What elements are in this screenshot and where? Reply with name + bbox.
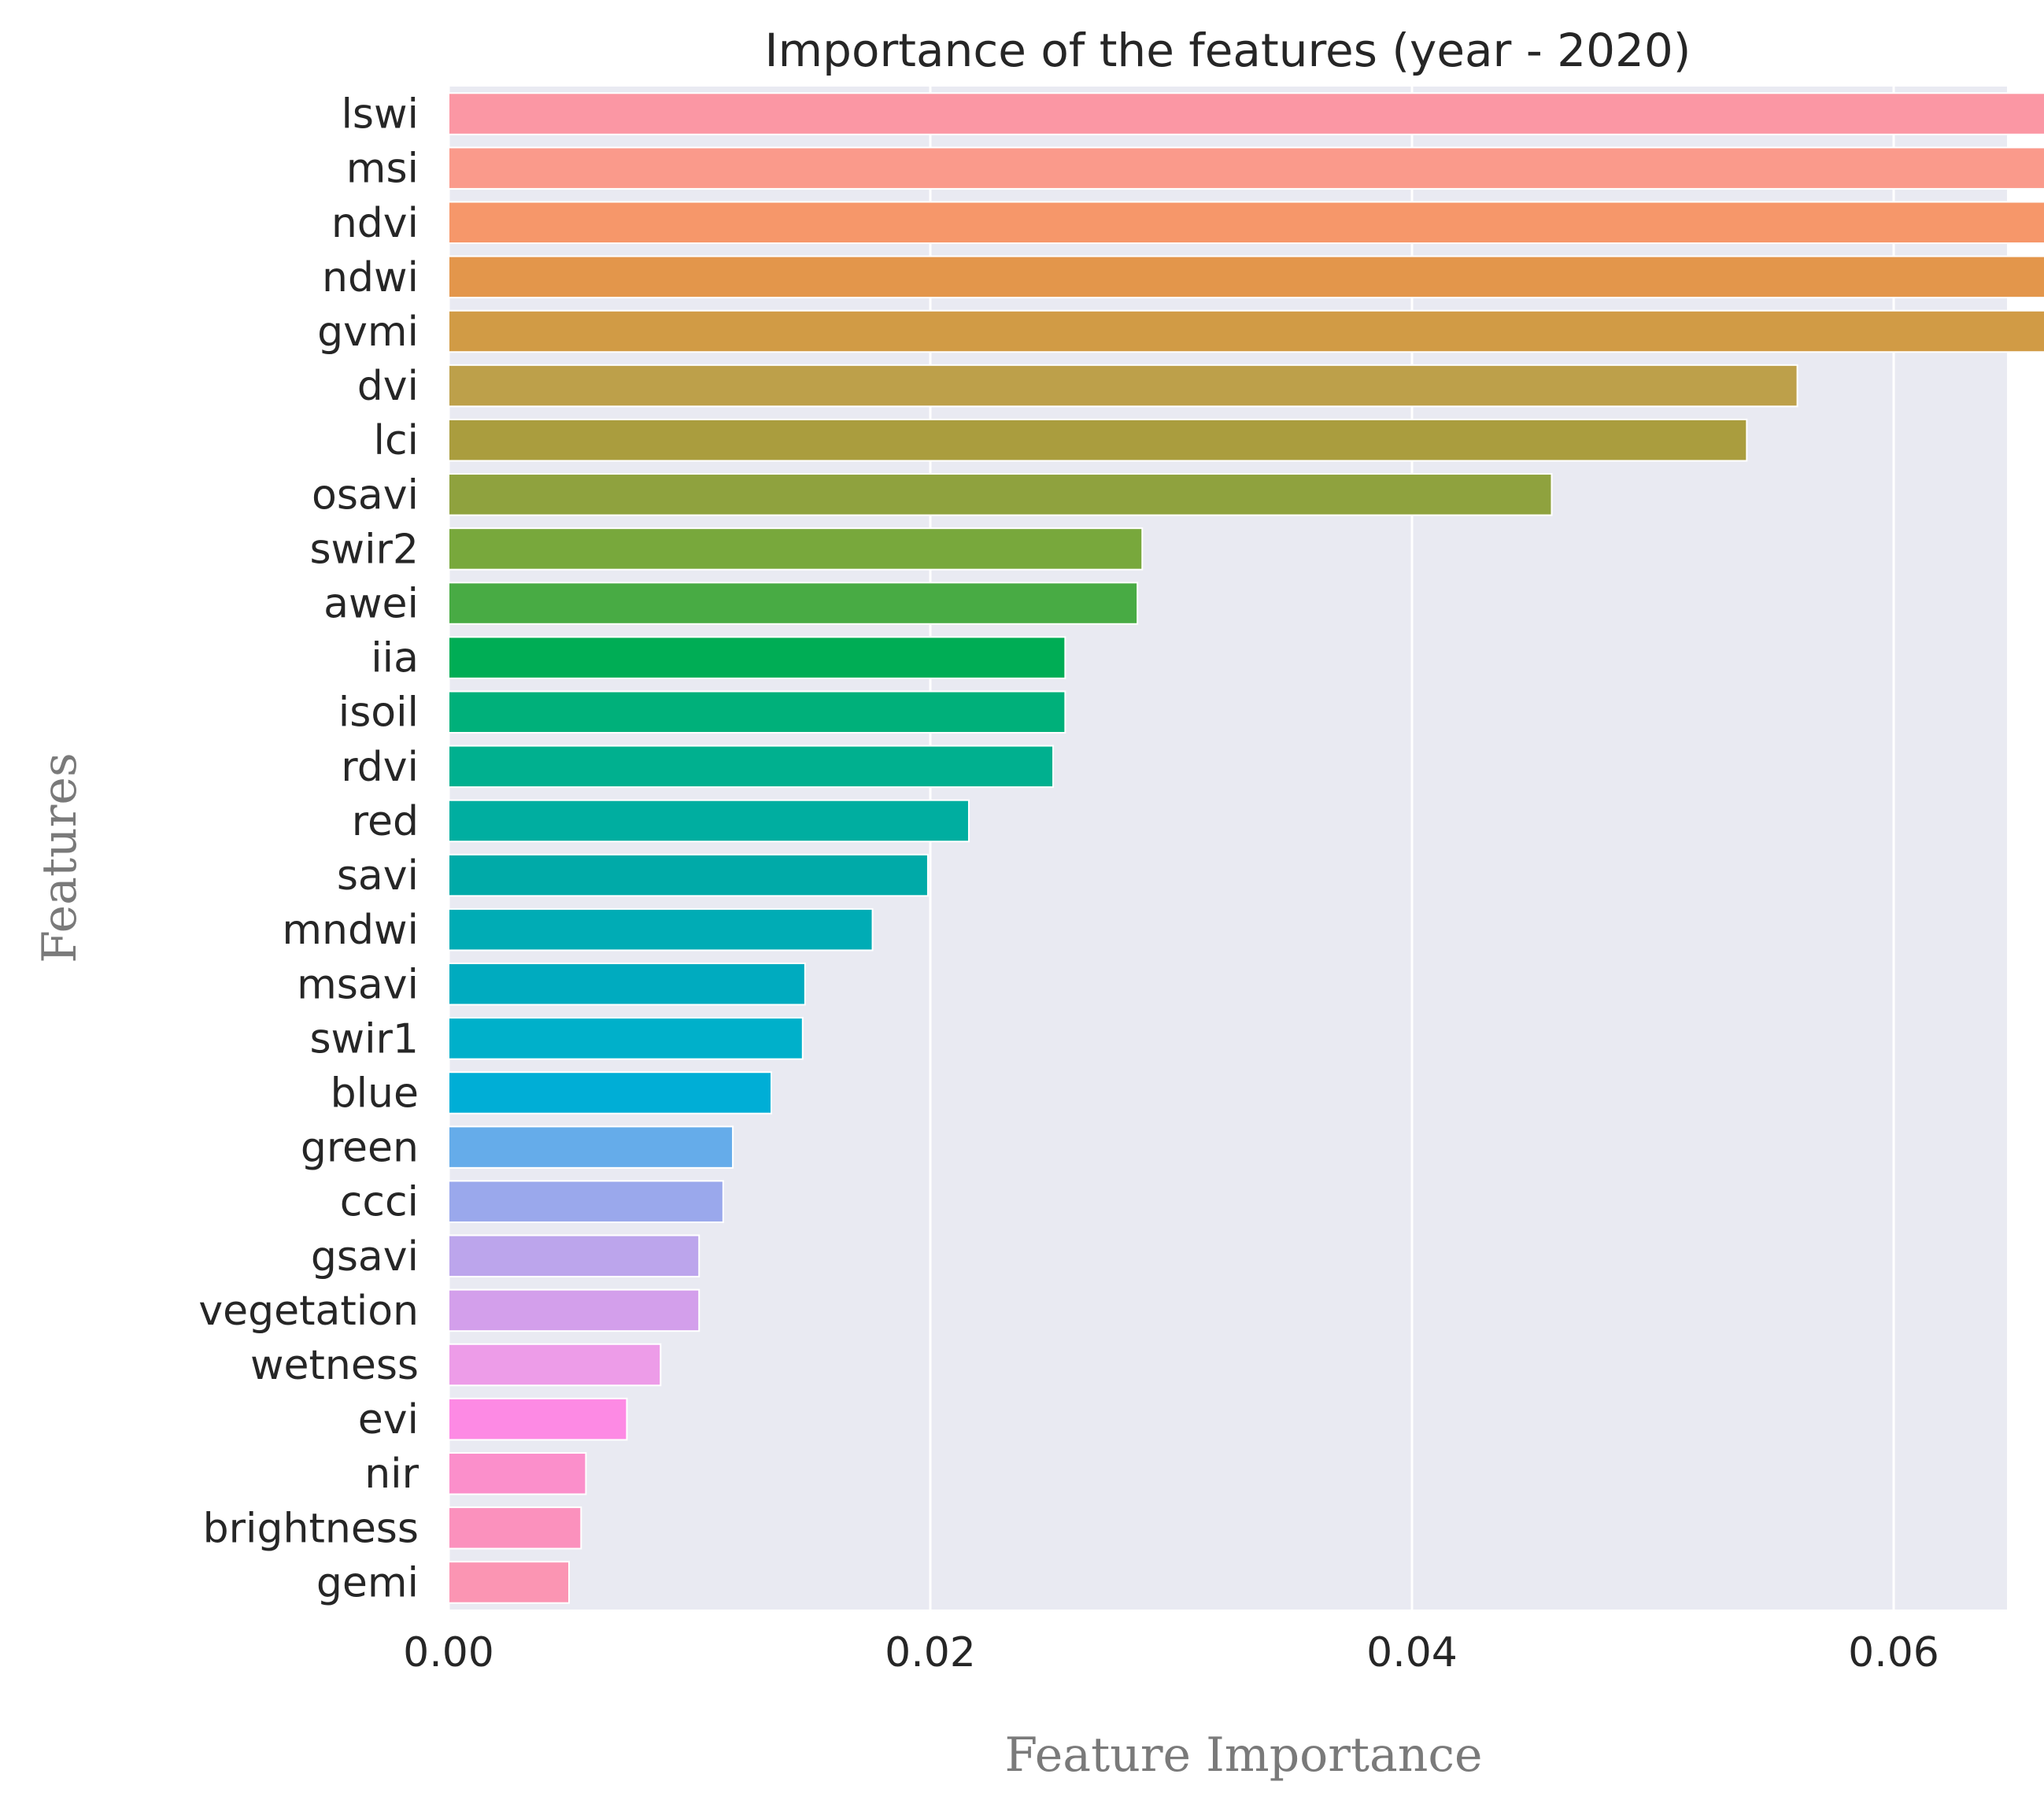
bar-iia	[448, 636, 1066, 679]
y-tick-label: savi	[337, 852, 419, 900]
y-tick-label: gsavi	[311, 1233, 419, 1281]
bar-lci	[448, 418, 1748, 462]
x-tick-label: 0.06	[1848, 1629, 1939, 1676]
bar-green	[448, 1125, 734, 1169]
y-tick-label: rdvi	[341, 744, 419, 791]
bar-ccci	[448, 1180, 724, 1223]
bar-awei	[448, 582, 1139, 625]
x-tick-label: 0.04	[1366, 1629, 1458, 1676]
chart-title: Importance of the features (year - 2020)	[765, 24, 1691, 77]
y-tick-label: iia	[371, 635, 419, 682]
y-tick-label: brightness	[203, 1505, 419, 1552]
bar-ndwi	[448, 255, 2044, 299]
bar-gsavi	[448, 1234, 700, 1278]
bar-blue	[448, 1071, 773, 1114]
bar-dvi	[448, 364, 1798, 408]
bar-wetness	[448, 1343, 662, 1387]
y-tick-label: ndwi	[322, 254, 419, 301]
y-tick-label: wetness	[250, 1342, 419, 1389]
y-tick-label: mndwi	[282, 907, 419, 954]
y-tick-label: swir1	[309, 1015, 419, 1063]
y-tick-label: green	[301, 1125, 419, 1172]
bar-osavi	[448, 473, 1553, 516]
bar-evi	[448, 1397, 628, 1441]
x-tick-label: 0.02	[885, 1629, 976, 1676]
y-tick-label: blue	[331, 1070, 419, 1117]
y-tick-label: evi	[358, 1396, 419, 1443]
y-tick-label: swir2	[309, 526, 419, 573]
y-tick-label: dvi	[357, 363, 419, 410]
bar-brightness	[448, 1506, 582, 1550]
y-tick-label: gemi	[316, 1559, 419, 1606]
y-tick-label: red	[352, 798, 419, 845]
bar-gemi	[448, 1561, 570, 1604]
bar-lswi	[448, 92, 2044, 135]
y-tick-label: gvmi	[317, 309, 419, 356]
bar-mndwi	[448, 907, 874, 952]
bar-swir2	[448, 527, 1144, 571]
bar-vegetation	[448, 1288, 700, 1332]
bar-red	[448, 799, 970, 843]
y-tick-label: msavi	[297, 961, 419, 1008]
y-tick-label: msi	[346, 146, 419, 193]
y-tick-label: awei	[323, 581, 419, 628]
y-tick-label: nir	[364, 1451, 419, 1498]
x-tick-labels: 0.000.020.040.060.080.100.12	[403, 1629, 1939, 1676]
bar-gvmi	[448, 309, 2044, 353]
x-tick-label: 0.00	[403, 1629, 494, 1676]
bar-swir1	[448, 1017, 804, 1060]
y-tick-label: vegetation	[198, 1288, 419, 1335]
y-tick-label: ndvi	[331, 200, 419, 247]
y-tick-label: osavi	[312, 471, 419, 519]
bar-savi	[448, 853, 929, 897]
x-axis-label: Feature Importance	[1004, 1728, 1482, 1783]
bars	[448, 92, 2044, 1604]
bar-msavi	[448, 963, 806, 1006]
y-tick-labels: lswi msi ndvi ndwi gvmi dvi lci osavi swir2 awei i…	[198, 91, 419, 1607]
y-axis-label: Features	[32, 752, 87, 963]
bar-nir	[448, 1451, 587, 1495]
y-tick-label: lci	[374, 417, 419, 464]
bar-ndvi	[448, 201, 2044, 245]
y-tick-label: isoil	[338, 689, 419, 737]
y-tick-label: lswi	[341, 91, 419, 139]
y-tick-label: ccci	[340, 1179, 419, 1226]
bar-rdvi	[448, 745, 1055, 789]
bar-msi	[448, 146, 2044, 190]
bar-isoil	[448, 690, 1066, 734]
